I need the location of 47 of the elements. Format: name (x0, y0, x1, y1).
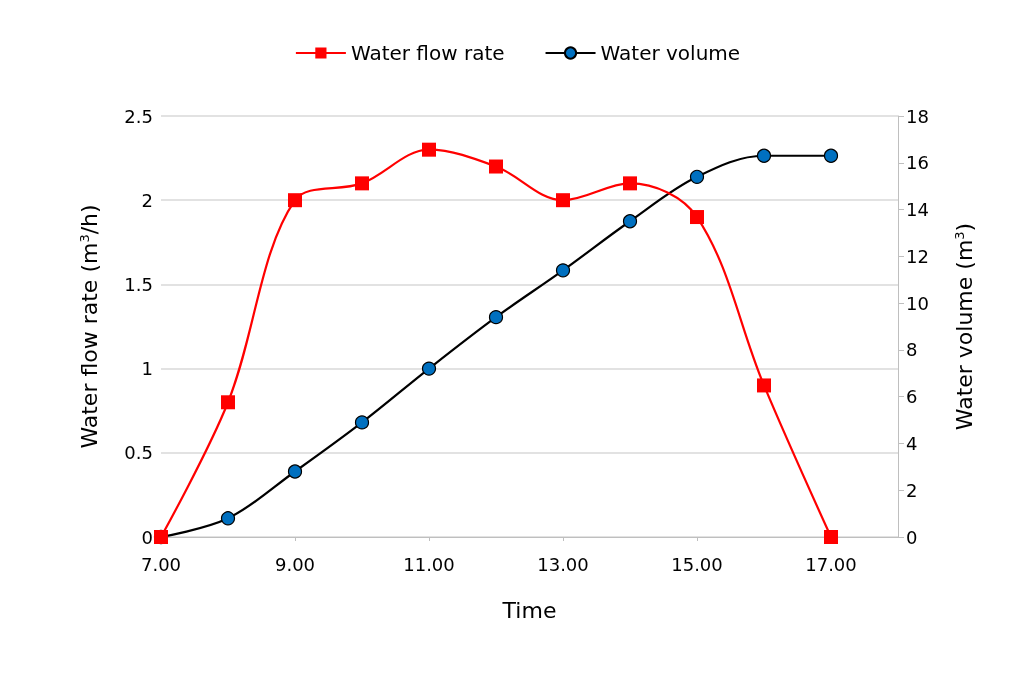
x-tick-label: 7.00 (140, 553, 182, 575)
point (757, 378, 771, 393)
y2-tick-label: 12 (906, 245, 929, 267)
x-tick-label: 11.00 (403, 553, 455, 575)
legend-label: Water flow rate (350, 41, 505, 65)
point (288, 193, 302, 208)
y2-tick-label: 6 (906, 386, 918, 408)
y2-tick-label: 16 (906, 152, 929, 174)
y2-tick-label: 2 (906, 479, 918, 501)
y2-tick-label: 0 (906, 526, 918, 548)
point (823, 148, 839, 163)
y2-tick-label: 14 (906, 199, 929, 221)
x-tick-label: 9.00 (274, 553, 316, 575)
point (489, 159, 503, 174)
point (354, 415, 370, 430)
y-tick-label: 1 (141, 358, 153, 380)
point (422, 142, 436, 157)
y-tick-label: 1.5 (124, 273, 153, 295)
point (220, 511, 236, 526)
point (355, 176, 369, 191)
y2-tick-label: 8 (906, 339, 918, 361)
point (690, 210, 704, 225)
point (756, 148, 772, 163)
point (623, 176, 637, 191)
point (622, 214, 638, 229)
point (221, 395, 235, 410)
y-tick-label: 2 (141, 189, 153, 211)
x-tick-label: 13.00 (537, 553, 589, 575)
y-tick-label: 0.5 (124, 442, 153, 464)
point (488, 310, 504, 325)
point (689, 169, 705, 184)
y2-tick-label: 10 (906, 292, 929, 314)
point (555, 263, 571, 278)
x-axis-title: Time (501, 597, 557, 623)
y2-axis-title: Water volume (m3) (952, 222, 977, 431)
y-tick-label: 0 (141, 526, 153, 548)
point (824, 530, 838, 544)
x-tick-label: 17.00 (805, 553, 857, 575)
point (556, 193, 570, 208)
y-tick-label: 2.5 (124, 105, 153, 127)
y2-tick-label: 4 (906, 432, 918, 454)
y2-tick-label: 18 (906, 105, 929, 127)
y-axis-title: Water flow rate (m3/h) (77, 204, 102, 449)
point (287, 464, 303, 479)
x-tick-label: 15.00 (671, 553, 723, 575)
legend-label: Water volume (600, 41, 741, 65)
point (421, 361, 437, 376)
